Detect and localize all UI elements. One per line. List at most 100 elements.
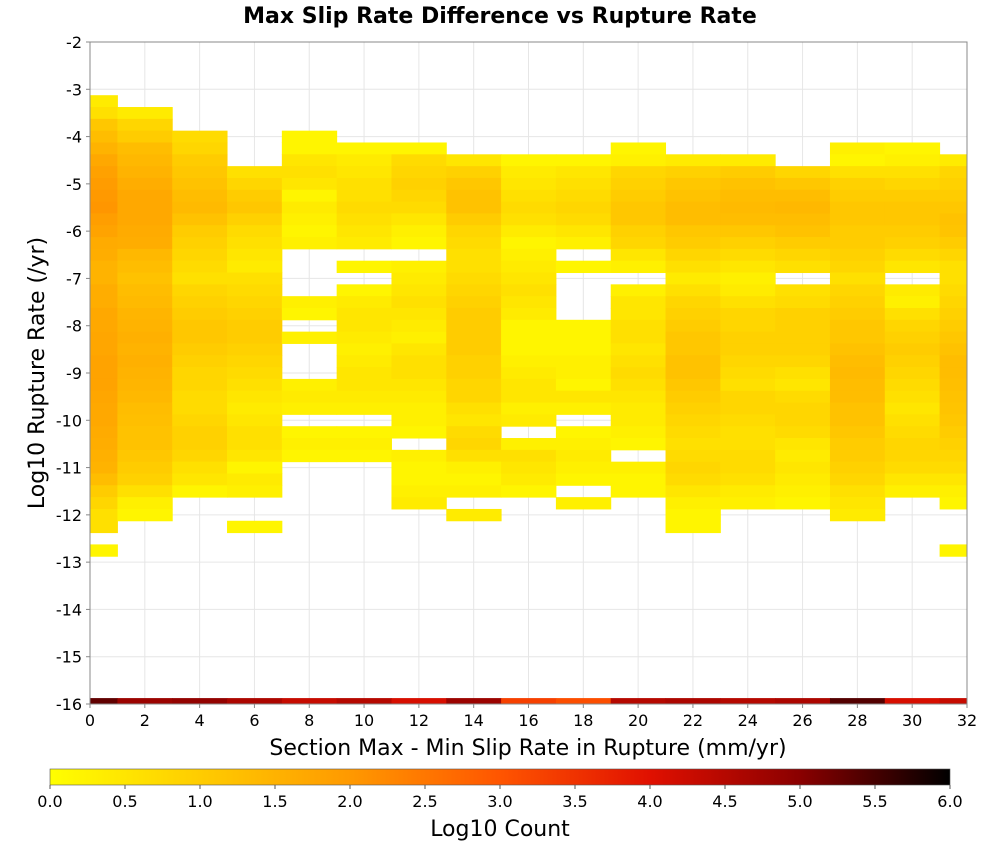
heatmap-cell <box>227 473 283 486</box>
heatmap-cell-bottom <box>446 698 502 704</box>
x-tick-label: 12 <box>409 711 429 730</box>
heatmap-cell <box>391 272 447 285</box>
heatmap-cell <box>501 438 557 451</box>
heatmap-cell <box>227 414 283 427</box>
heatmap-cell <box>90 296 118 309</box>
heatmap-cell <box>90 260 118 274</box>
heatmap-cell <box>172 272 228 285</box>
heatmap-cell <box>391 426 447 439</box>
heatmap-cell-bottom <box>336 698 392 704</box>
heatmap-cell <box>665 390 721 404</box>
heatmap-cell <box>172 213 228 226</box>
heatmap-cell <box>775 225 831 238</box>
heatmap-cell <box>117 260 173 274</box>
heatmap-cell <box>939 438 968 451</box>
heatmap-cell <box>391 319 447 333</box>
heatmap-cell <box>90 118 118 132</box>
heatmap-cell <box>939 355 968 368</box>
heatmap-cell <box>939 390 968 404</box>
heatmap-cell <box>90 438 118 451</box>
y-tick-label: -3 <box>66 80 82 99</box>
heatmap-cell <box>884 331 941 344</box>
heatmap-cell <box>227 248 283 262</box>
heatmap-cell <box>117 319 173 333</box>
heatmap-cell <box>665 166 721 179</box>
heatmap-cell <box>391 189 447 203</box>
heatmap-cell <box>939 402 968 415</box>
heatmap-cell <box>720 260 776 274</box>
heatmap-cell <box>117 237 173 250</box>
heatmap-cell <box>446 319 502 333</box>
heatmap-cell <box>829 367 886 380</box>
heatmap-cell <box>501 343 557 356</box>
heatmap-cell <box>665 449 721 463</box>
heatmap-cell <box>829 402 886 415</box>
heatmap-cell <box>446 402 502 415</box>
heatmap-cell <box>281 426 338 439</box>
heatmap-cell <box>172 485 228 498</box>
heatmap-cell <box>227 296 283 309</box>
heatmap-cell <box>172 142 228 155</box>
x-tick-label: 4 <box>195 711 205 730</box>
heatmap-cell <box>665 402 721 415</box>
heatmap-cell <box>446 284 502 297</box>
heatmap-cell <box>336 201 392 214</box>
heatmap-cell <box>610 367 667 380</box>
heatmap-cell <box>939 497 968 510</box>
heatmap-cell <box>939 307 968 321</box>
heatmap-cell <box>665 367 721 380</box>
heatmap-cell <box>501 367 557 380</box>
heatmap-cell <box>555 213 612 226</box>
heatmap-cell <box>939 225 968 238</box>
heatmap-cell <box>172 284 228 297</box>
heatmap-cell-bottom <box>829 698 886 704</box>
heatmap-cell <box>117 390 173 404</box>
heatmap-cell <box>227 284 283 297</box>
colorbar-tick-label: 6.0 <box>937 792 962 811</box>
heatmap-cell <box>501 390 557 404</box>
y-tick-label: -14 <box>56 600 82 619</box>
heatmap-cell <box>391 497 447 510</box>
heatmap-cell <box>775 414 831 427</box>
x-tick-label: 10 <box>354 711 374 730</box>
heatmap-cell <box>391 343 447 356</box>
heatmap-cell <box>227 225 283 238</box>
heatmap-cell <box>391 142 447 155</box>
heatmap-cell <box>665 331 721 344</box>
heatmap-cell <box>336 438 392 451</box>
heatmap-cell <box>939 319 968 333</box>
heatmap-cell <box>281 142 338 155</box>
heatmap-cell <box>775 367 831 380</box>
heatmap-cell <box>775 189 831 203</box>
heatmap-cell <box>90 414 118 427</box>
heatmap-cell <box>281 130 338 143</box>
heatmap-cell <box>391 485 447 498</box>
heatmap-cell <box>172 248 228 262</box>
colorbar-tick-label: 2.5 <box>412 792 437 811</box>
heatmap-cell <box>446 438 502 451</box>
heatmap-cell <box>90 307 118 321</box>
heatmap-cell <box>90 367 118 380</box>
heatmap-cell <box>829 390 886 404</box>
heatmap-cell <box>446 426 502 439</box>
x-axis-label: Section Max - Min Slip Rate in Rupture (… <box>269 736 786 761</box>
heatmap-cell <box>501 225 557 238</box>
heatmap-cell <box>829 485 886 498</box>
heatmap-cell <box>446 449 502 463</box>
heatmap-cell <box>90 284 118 297</box>
heatmap-cell <box>281 331 338 344</box>
heatmap-cell <box>884 284 941 297</box>
heatmap-cell <box>501 272 557 285</box>
heatmap-cell <box>829 260 886 274</box>
y-tick-label: -11 <box>56 459 82 478</box>
heatmap-cell <box>501 461 557 474</box>
heatmap-cell <box>90 272 118 285</box>
heatmap-cell <box>227 319 283 333</box>
heatmap-cell <box>117 166 173 179</box>
heatmap-cell <box>829 189 886 203</box>
heatmap-cell <box>501 355 557 368</box>
heatmap-cell <box>720 414 776 427</box>
heatmap-cell <box>775 213 831 226</box>
heatmap-cell <box>829 296 886 309</box>
heatmap-cell <box>446 154 502 167</box>
